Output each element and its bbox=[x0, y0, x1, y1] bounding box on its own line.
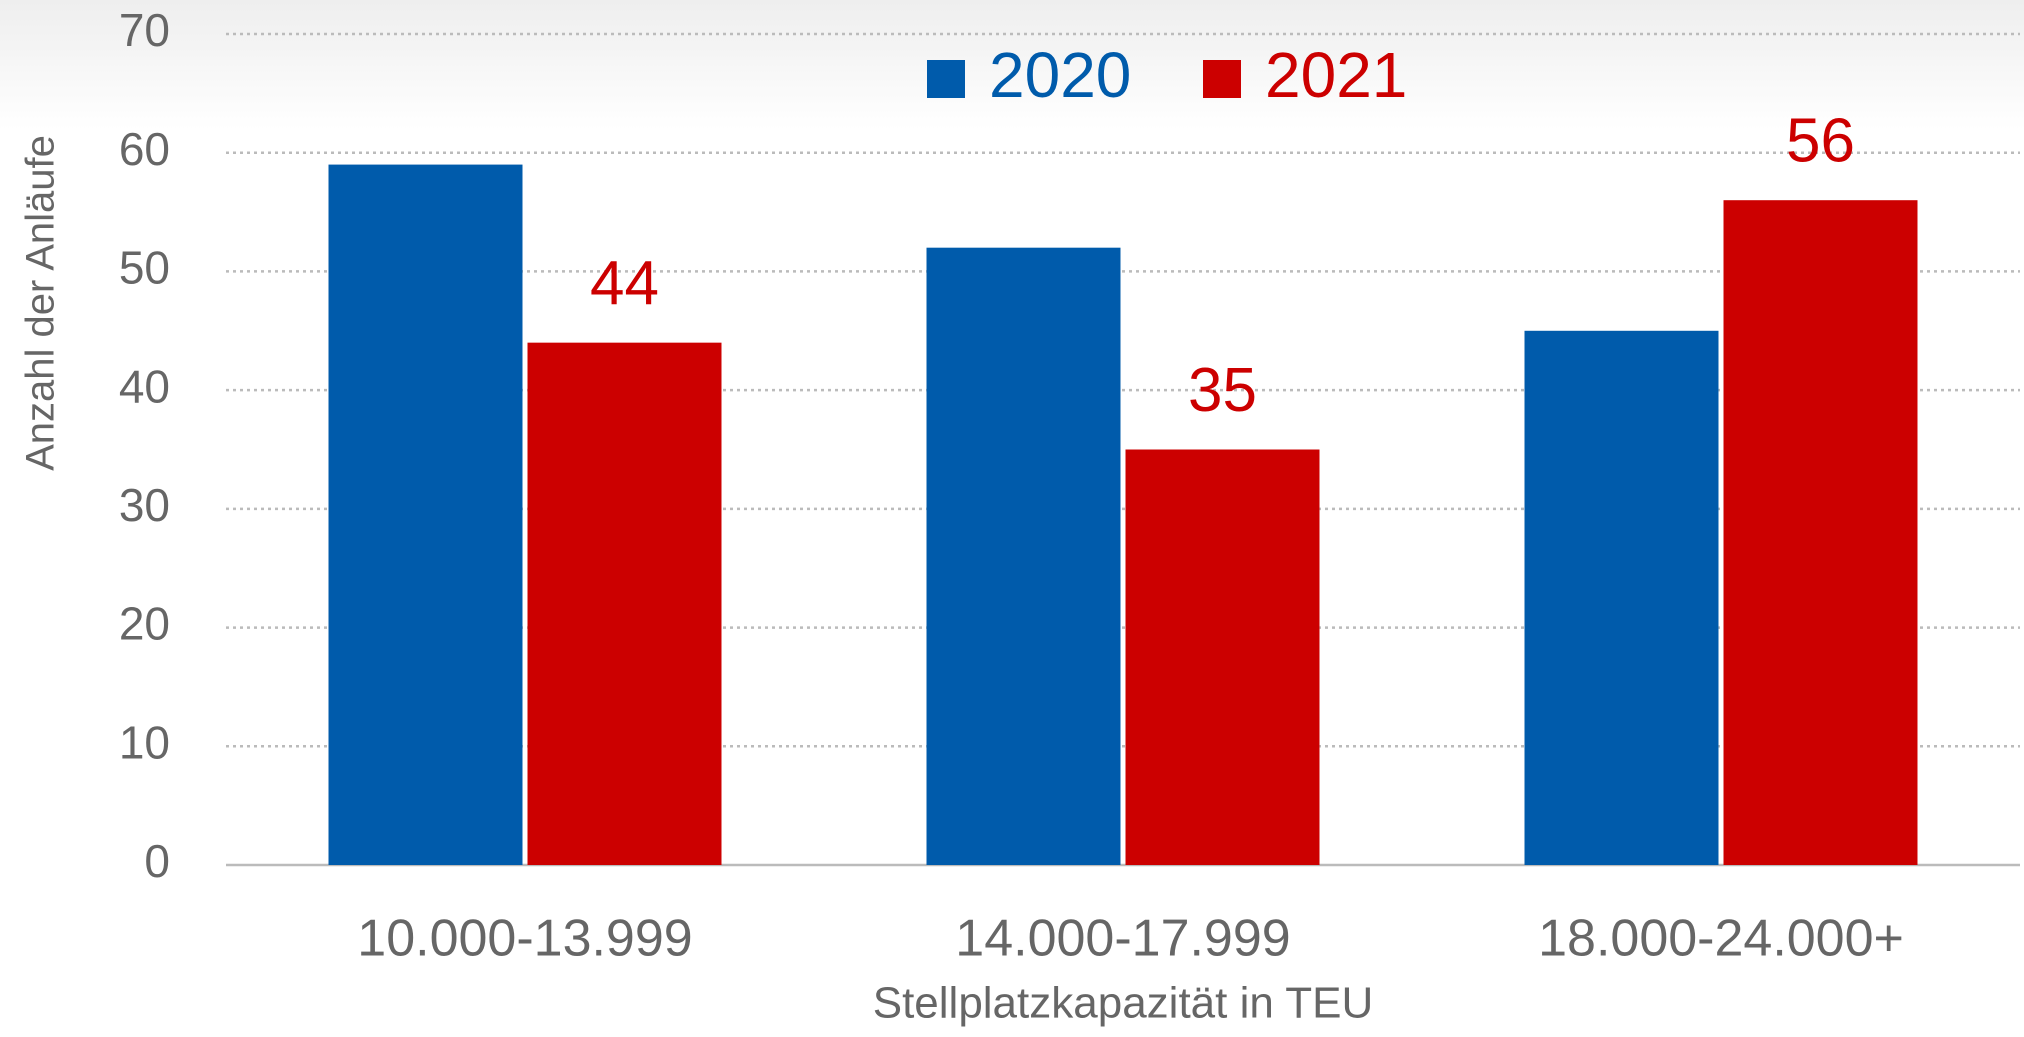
data-label: 56 bbox=[1786, 107, 1855, 176]
legend-swatch bbox=[1203, 60, 1241, 98]
y-tick-label: 0 bbox=[144, 835, 170, 887]
y-tick-label: 70 bbox=[119, 4, 170, 56]
y-tick-label: 30 bbox=[119, 479, 170, 531]
y-tick-label: 50 bbox=[119, 242, 170, 294]
data-label: 44 bbox=[590, 249, 659, 318]
bar bbox=[1723, 200, 1918, 865]
legend-swatch bbox=[927, 60, 965, 98]
x-tick-label: 14.000-17.999 bbox=[955, 910, 1290, 968]
bar bbox=[926, 247, 1121, 865]
y-tick-label: 40 bbox=[119, 360, 170, 412]
x-axis-title: Stellplatzkapazität in TEU bbox=[873, 979, 1374, 1028]
bar bbox=[328, 164, 523, 866]
y-tick-label: 60 bbox=[119, 123, 170, 175]
background-band bbox=[0, 0, 2024, 130]
x-tick-label: 18.000-24.000+ bbox=[1538, 910, 1904, 968]
x-tick-label: 10.000-13.999 bbox=[357, 910, 692, 968]
bar bbox=[1524, 330, 1719, 865]
legend-label: 2021 bbox=[1265, 39, 1407, 111]
y-tick-label: 20 bbox=[119, 598, 170, 650]
y-axis-title: Anzahl der Anläufe bbox=[19, 135, 63, 471]
data-label: 35 bbox=[1188, 356, 1257, 425]
bar bbox=[1125, 449, 1320, 865]
legend-label: 2020 bbox=[989, 39, 1131, 111]
bar bbox=[527, 342, 722, 866]
y-tick-label: 10 bbox=[119, 716, 170, 768]
